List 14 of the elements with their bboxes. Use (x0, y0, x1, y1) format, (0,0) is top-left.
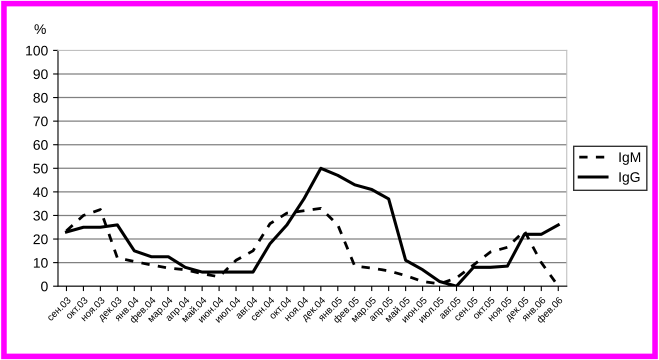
y-tick-label: 70 (34, 116, 48, 126)
legend-label: IgG (619, 172, 640, 185)
y-tick-label: 40 (33, 187, 48, 198)
y-tick-label: 30 (33, 210, 48, 221)
y-axis-title: % (34, 24, 46, 34)
y-tick-label: 80 (33, 92, 48, 103)
y-tick-label: 10 (34, 258, 48, 268)
y-tick-label: 0 (41, 282, 48, 292)
y-tick-label: 100 (26, 46, 48, 56)
legend-label: IgM (619, 152, 640, 165)
y-tick-label: 60 (34, 140, 48, 150)
y-tick-label: 50 (33, 164, 48, 174)
y-tick-label: 90 (33, 69, 48, 80)
y-tick-label: 20 (34, 234, 48, 244)
